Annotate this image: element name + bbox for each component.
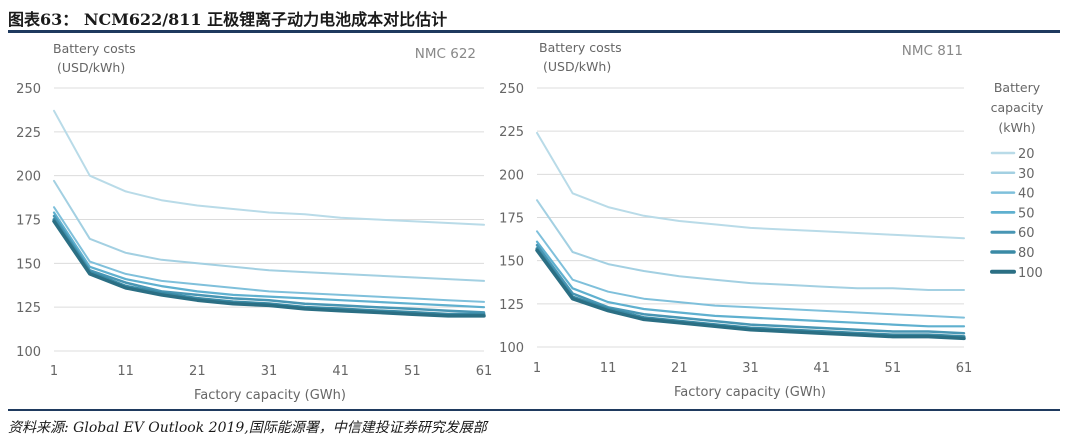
panel2-series-line-100 <box>535 248 966 341</box>
legend-label-40: 40 <box>1018 187 1035 202</box>
panel2-y-tick-label: 125 <box>499 298 524 313</box>
panel2-x-tick-label: 51 <box>885 361 902 376</box>
panel1-y-tick-label: 200 <box>16 170 41 185</box>
panel2-x-tick-label: 61 <box>956 361 973 376</box>
panel1-series-line-20 <box>53 109 485 226</box>
panel1-series-line-100 <box>52 219 486 318</box>
panel1-title: NMC 622 <box>415 46 476 62</box>
panel1-x-tick-label: 1 <box>50 364 58 379</box>
panel1-x-tick-label: 21 <box>189 364 206 379</box>
panel2-x-tick-label: 21 <box>671 361 688 376</box>
panel2-x-axis-label: Factory capacity (GWh) <box>674 385 826 400</box>
panel1-y-tick-label: 150 <box>16 257 41 272</box>
panel1-y-tick-label: 175 <box>16 214 41 229</box>
panel2-y-tick-label: 150 <box>499 255 524 270</box>
panel1-x-tick-label: 51 <box>404 364 421 379</box>
top-rule <box>8 30 1060 33</box>
panel2-x-tick-label: 31 <box>742 361 759 376</box>
panel1-y-tick-label: 125 <box>16 301 41 316</box>
panel2-x-tick-label: 11 <box>600 361 617 376</box>
panel2-y-axis-unit: (USD/kWh) <box>543 59 611 74</box>
panel2-title: NMC 811 <box>902 43 963 59</box>
panel1-series-line-30 <box>53 179 485 282</box>
legend-label-30: 30 <box>1018 167 1035 182</box>
panel1-y-axis-unit: (USD/kWh) <box>57 60 125 75</box>
panel2-x-tick-label: 41 <box>813 361 830 376</box>
panel2-y-tick-label: 175 <box>499 212 524 227</box>
legend-title-line: Battery <box>994 80 1041 95</box>
panel1-series-line-40 <box>53 206 485 303</box>
bottom-rule <box>8 409 1060 411</box>
legend-label-100: 100 <box>1018 266 1043 281</box>
legend-label-60: 60 <box>1018 226 1035 241</box>
legend-label-20: 20 <box>1018 147 1035 162</box>
panel2-y-tick-label: 100 <box>499 341 524 356</box>
panel2-series-line-50 <box>535 240 966 328</box>
legend-title-line: capacity <box>991 100 1044 115</box>
panel1-series-line-60 <box>52 214 486 314</box>
panel2-y-axis-label: Battery costs <box>539 40 622 55</box>
figure-title: 图表63： NCM622/811 正极锂离子动力电池成本对比估计 <box>8 10 448 29</box>
panel2-y-tick-label: 225 <box>499 125 524 140</box>
panel2-series-line-30 <box>536 199 965 291</box>
source-note: 资料来源: Global EV Outlook 2019,国际能源署，中信建投证… <box>8 420 487 436</box>
legend-title-line: (kWh) <box>998 120 1035 135</box>
panel1-x-tick-label: 11 <box>117 364 134 379</box>
panel2-x-tick-label: 1 <box>533 361 541 376</box>
panel1-y-tick-label: 100 <box>16 345 41 360</box>
legend-label-80: 80 <box>1018 246 1035 261</box>
panel1-x-tick-label: 61 <box>476 364 493 379</box>
panel1-x-tick-label: 31 <box>261 364 278 379</box>
panel2-series-line-60 <box>535 243 966 335</box>
panel1-x-tick-label: 41 <box>332 364 349 379</box>
panel1-y-axis-label: Battery costs <box>53 41 136 56</box>
panel1-y-tick-label: 225 <box>16 126 41 141</box>
panel2-y-tick-label: 250 <box>499 82 524 97</box>
panel2-y-tick-label: 200 <box>499 168 524 183</box>
legend-label-50: 50 <box>1018 206 1035 221</box>
panel1-series-line-50 <box>52 211 486 309</box>
panel1-x-axis-label: Factory capacity (GWh) <box>194 388 346 403</box>
panel2-series-line-20 <box>536 131 965 240</box>
panel2-series-line-40 <box>536 230 965 319</box>
panel1-y-tick-label: 250 <box>16 82 41 97</box>
